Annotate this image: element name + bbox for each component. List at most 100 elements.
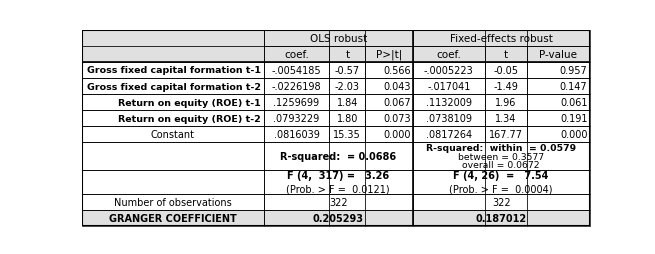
Text: 0.205293: 0.205293	[312, 213, 364, 223]
Text: 167.77: 167.77	[489, 130, 523, 140]
Text: 0.566: 0.566	[383, 66, 411, 76]
Bar	[527, 46, 590, 62]
Text: 322: 322	[329, 197, 348, 207]
Bar	[413, 46, 485, 62]
Text: -2.03: -2.03	[335, 82, 360, 92]
Bar	[263, 95, 329, 111]
Text: F (4,  317) =   3.26: F (4, 317) = 3.26	[287, 170, 389, 180]
Bar	[365, 127, 413, 143]
Bar	[413, 127, 485, 143]
Bar	[82, 46, 263, 62]
Bar	[82, 111, 263, 127]
Bar	[329, 30, 365, 46]
Text: .1259699: .1259699	[273, 98, 320, 108]
Text: -.0054185: -.0054185	[272, 66, 322, 76]
Text: 0.073: 0.073	[383, 114, 411, 124]
Bar	[329, 46, 365, 62]
Bar	[263, 62, 329, 79]
Text: 1.84: 1.84	[337, 98, 358, 108]
Bar	[263, 194, 329, 210]
Bar	[365, 62, 413, 79]
Text: .0816039: .0816039	[274, 130, 320, 140]
Text: Number of observations: Number of observations	[114, 197, 232, 207]
Bar	[485, 194, 527, 210]
Text: 15.35: 15.35	[333, 130, 361, 140]
Bar	[329, 127, 365, 143]
Bar	[82, 143, 263, 170]
Text: 0.067: 0.067	[383, 98, 411, 108]
Text: 0.191: 0.191	[560, 114, 588, 124]
Bar	[329, 210, 365, 226]
Text: 0.957: 0.957	[560, 66, 588, 76]
Bar	[485, 95, 527, 111]
Bar	[263, 170, 329, 194]
Bar	[527, 194, 590, 210]
Text: -0.05: -0.05	[493, 66, 518, 76]
Bar	[413, 143, 485, 170]
Bar	[485, 62, 527, 79]
Bar	[82, 95, 263, 111]
Text: t: t	[345, 50, 349, 59]
Bar	[365, 46, 413, 62]
Bar	[263, 127, 329, 143]
Bar	[329, 95, 365, 111]
Text: (Prob. > F =  0.0004): (Prob. > F = 0.0004)	[449, 184, 553, 194]
Text: -.0005223: -.0005223	[424, 66, 474, 76]
Bar	[82, 127, 263, 143]
Text: overall = 0.0672: overall = 0.0672	[462, 160, 540, 169]
Bar	[485, 170, 527, 194]
Bar	[263, 143, 329, 170]
Text: Return on equity (ROE) t-1: Return on equity (ROE) t-1	[119, 98, 261, 107]
Bar	[485, 111, 527, 127]
Bar	[263, 111, 329, 127]
Bar	[527, 127, 590, 143]
Text: -.017041: -.017041	[427, 82, 470, 92]
Bar	[485, 79, 527, 95]
Text: R-squared:  = 0.0686: R-squared: = 0.0686	[280, 151, 396, 161]
Text: 0.147: 0.147	[560, 82, 588, 92]
Bar	[413, 95, 485, 111]
Text: P-value: P-value	[539, 50, 577, 59]
Bar	[485, 30, 527, 46]
Text: 1.80: 1.80	[337, 114, 358, 124]
Text: coef.: coef.	[284, 50, 309, 59]
Text: 322: 322	[492, 197, 510, 207]
Bar	[413, 79, 485, 95]
Text: 1.96: 1.96	[495, 98, 517, 108]
Bar	[413, 62, 485, 79]
Text: 1.34: 1.34	[495, 114, 517, 124]
Bar	[485, 210, 527, 226]
Text: .1132009: .1132009	[426, 98, 472, 108]
Bar	[329, 143, 365, 170]
Text: F (4, 26)  =   7.54: F (4, 26) = 7.54	[453, 170, 549, 180]
Text: -0.57: -0.57	[335, 66, 360, 76]
Bar	[527, 111, 590, 127]
Text: 0.000: 0.000	[560, 130, 588, 140]
Text: -.0226198: -.0226198	[272, 82, 322, 92]
Bar	[413, 210, 485, 226]
Text: coef.: coef.	[436, 50, 461, 59]
Text: Fixed-effects robust: Fixed-effects robust	[450, 34, 553, 43]
Bar	[329, 62, 365, 79]
Bar	[413, 194, 485, 210]
Bar	[527, 210, 590, 226]
Text: t: t	[504, 50, 508, 59]
Bar	[413, 170, 485, 194]
Bar	[82, 170, 263, 194]
Text: 0.187012: 0.187012	[476, 213, 527, 223]
Bar	[485, 46, 527, 62]
Text: GRANGER COEFFICIENT: GRANGER COEFFICIENT	[109, 213, 236, 223]
Text: between = 0.3577: between = 0.3577	[458, 152, 544, 161]
Text: OLS robust: OLS robust	[310, 34, 367, 43]
Bar	[365, 210, 413, 226]
Bar	[82, 194, 263, 210]
Bar	[82, 30, 263, 46]
Bar	[82, 62, 263, 79]
Text: .0793229: .0793229	[273, 114, 320, 124]
Bar	[263, 79, 329, 95]
Bar	[82, 79, 263, 95]
Bar	[413, 30, 485, 46]
Text: Gross fixed capital formation t-1: Gross fixed capital formation t-1	[87, 66, 261, 75]
Text: 0.043: 0.043	[383, 82, 411, 92]
Bar	[329, 79, 365, 95]
